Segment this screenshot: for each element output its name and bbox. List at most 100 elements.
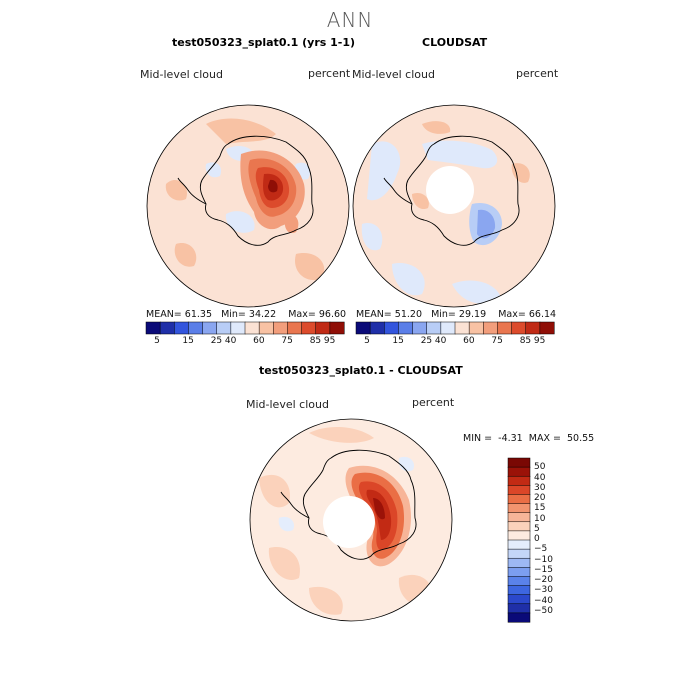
colorbar-tick-label: 85 [519, 336, 532, 346]
panel3-field-patch [309, 426, 374, 443]
colorbar-swatch [216, 321, 232, 335]
panel1-antarctica-outline [199, 135, 314, 246]
colorbar-tick-label: 15 [392, 336, 404, 346]
colorbar-tick-label: 40 [224, 336, 237, 346]
colorbar-swatch [483, 321, 498, 335]
colorbar-swatch [301, 321, 317, 335]
panel1-field-patch [295, 253, 325, 281]
panel2-units-label: percent [516, 67, 559, 80]
panel3-field-patch [373, 498, 385, 520]
panel2-map-border [352, 104, 556, 308]
panel3-colorbar-ticks: 50 40 30 20 15 10 5 0 −5 −10 −15 −20 −30 −40 −50 [534, 458, 574, 622]
panel3-field-patch [278, 516, 295, 532]
panel2-antarctica-outline [405, 135, 520, 246]
panel2-title: CLOUDSAT [422, 36, 488, 49]
colorbar-swatch [369, 321, 385, 335]
colorbar-swatch [507, 494, 531, 505]
panel1-field-patch [165, 179, 187, 201]
colorbar-tick-label: 20 [534, 493, 546, 503]
colorbar-tick-label: 15 [534, 503, 546, 514]
panel2-colorbar-ticks: 5 15 25 40 60 75 85 95 [356, 336, 554, 348]
panel1-colorbar-ticks: 5 15 25 40 60 75 85 95 [146, 336, 344, 348]
panel2-map [352, 104, 556, 308]
colorbar-swatch [507, 503, 531, 514]
panel1-field-patch [205, 162, 222, 178]
colorbar-tick-label: 15 [182, 336, 194, 346]
panel3-map-border [249, 418, 453, 622]
colorbar-swatch [507, 567, 531, 577]
colorbar-swatch [398, 321, 414, 335]
colorbar-swatch [440, 321, 456, 335]
panel2-colorbar [355, 321, 555, 335]
panel2-variable-label: Mid-level cloud [352, 68, 435, 81]
panel3-field-patch [398, 456, 415, 472]
colorbar-tick-label: 5 [154, 336, 160, 346]
colorbar-swatch [355, 321, 371, 335]
colorbar-swatch [507, 485, 531, 495]
colorbar-swatch [507, 466, 531, 477]
panel2-peninsula-outline [383, 177, 413, 205]
panel1-stats: MEAN= 61.35 Min= 34.22 Max= 96.60 [146, 309, 347, 320]
colorbar-swatch [426, 321, 442, 335]
colorbar-tick-label: −20 [534, 575, 553, 585]
colorbar-swatch [174, 321, 189, 335]
colorbar-tick-label: 40 [434, 336, 447, 346]
panel2-field-patch [452, 280, 502, 304]
colorbar-tick-label: 25 [420, 336, 433, 346]
panel2-stats: MEAN= 51.20 Min= 29.19 Max= 66.14 [356, 309, 557, 320]
colorbar-tick-label: 30 [534, 482, 546, 493]
colorbar-swatch [230, 321, 246, 335]
colorbar-tick-label: 5 [534, 523, 540, 534]
colorbar-swatch [507, 475, 531, 486]
panel3-units-label: percent [412, 396, 455, 409]
panel2-field-patch [422, 121, 451, 134]
colorbar-tick-label: 50 [534, 462, 546, 473]
colorbar-tick-label: −15 [534, 564, 553, 575]
panel1-units-label: percent [308, 67, 351, 80]
panel2-field-patch [392, 263, 425, 296]
panel3-field-patch [268, 547, 300, 580]
colorbar-swatch [507, 457, 531, 468]
panel3-stats: MIN = -4.31 MAX = 50.55 [463, 433, 595, 444]
colorbar-swatch [188, 321, 204, 335]
colorbar-tick-label: 10 [534, 513, 546, 524]
panel2-field-patch [367, 141, 401, 201]
colorbar-swatch [468, 321, 484, 335]
colorbar-swatch [507, 539, 531, 550]
panel1-variable-label: Mid-level cloud [140, 68, 223, 81]
panel3-colorbar [507, 457, 531, 623]
panel1-title: test050323_splat0.1 (yrs 1-1) [172, 36, 356, 49]
colorbar-swatch [507, 585, 531, 596]
colorbar-tick-label: −50 [534, 605, 553, 616]
colorbar-swatch [507, 530, 531, 541]
colorbar-tick-label: −30 [534, 585, 553, 596]
colorbar-tick-label: −5 [534, 544, 548, 555]
panel1-field-patch [268, 179, 278, 193]
colorbar-swatch [454, 321, 470, 335]
panel3-title: test050323_splat0.1 - CLOUDSAT [259, 364, 463, 377]
colorbar-tick-label: 5 [364, 336, 370, 346]
colorbar-swatch [507, 594, 531, 605]
colorbar-swatch [412, 321, 428, 335]
panel1-peninsula-outline [177, 177, 207, 205]
panel2-field-patch [477, 209, 496, 239]
colorbar-swatch [511, 321, 527, 335]
colorbar-swatch [507, 512, 531, 523]
colorbar-swatch [258, 321, 274, 335]
panel2-missing-pole [426, 166, 474, 214]
colorbar-tick-label: 75 [491, 336, 503, 346]
colorbar-tick-label: 0 [534, 534, 540, 544]
colorbar-swatch [273, 321, 288, 335]
colorbar-tick-label: 85 [309, 336, 322, 346]
colorbar-swatch [329, 321, 345, 335]
colorbar-swatch [497, 321, 513, 335]
colorbar-tick-label: 40 [534, 472, 546, 483]
panel3-field-patch [259, 474, 290, 508]
panel2-field-patch [361, 223, 383, 251]
figure-title: ANN [326, 8, 374, 32]
colorbar-swatch [244, 321, 260, 335]
panel3-map [249, 418, 453, 622]
panel2-field-patch [511, 163, 530, 183]
panel2-field-patch [422, 140, 498, 169]
panel3-field-patch [309, 586, 343, 615]
